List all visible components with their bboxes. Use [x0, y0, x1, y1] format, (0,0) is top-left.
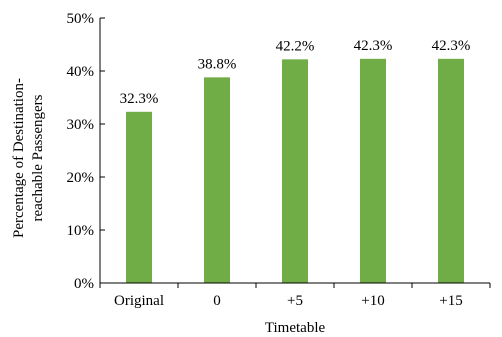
y-axis-title-line-1: Percentage of Destination- — [11, 78, 27, 238]
data-label-3: 42.3% — [354, 38, 393, 54]
y-axis: 0% 10% 20% 30% 40% 50% — [67, 11, 105, 292]
y-tick-label-5: 50% — [67, 11, 95, 27]
bar-3 — [360, 58, 386, 284]
x-tick-label-3: +10 — [361, 293, 384, 309]
y-tick-label-3: 30% — [67, 117, 95, 133]
data-labels-group: 32.3% 38.8% 42.2% 42.3% 42.3% — [120, 38, 471, 107]
x-axis: Original 0 +5 +10 +15 — [99, 282, 491, 309]
y-axis-title: Percentage of Destination- reachable Pas… — [11, 78, 46, 238]
bars-group — [126, 58, 464, 284]
x-tick-label-4: +15 — [439, 293, 462, 309]
x-tick-label-2: +5 — [287, 293, 303, 309]
y-tick-label-2: 20% — [67, 170, 95, 186]
y-axis-title-line-2: reachable Passengers — [30, 94, 46, 221]
data-label-4: 42.3% — [432, 38, 471, 54]
x-tick-label-1: 0 — [213, 293, 221, 309]
y-tick-label-4: 40% — [67, 64, 95, 80]
data-label-1: 38.8% — [198, 56, 237, 72]
data-label-2: 42.2% — [276, 38, 315, 54]
x-tick-label-0: Original — [114, 293, 164, 309]
bar-4 — [438, 58, 464, 284]
data-label-0: 32.3% — [120, 91, 159, 107]
x-axis-title: Timetable — [265, 320, 326, 336]
bar-0 — [126, 111, 152, 283]
y-tick-label-0: 0% — [74, 276, 94, 292]
y-tick-label-1: 10% — [67, 223, 95, 239]
bar-2 — [282, 59, 308, 284]
bar-1 — [204, 77, 230, 283]
